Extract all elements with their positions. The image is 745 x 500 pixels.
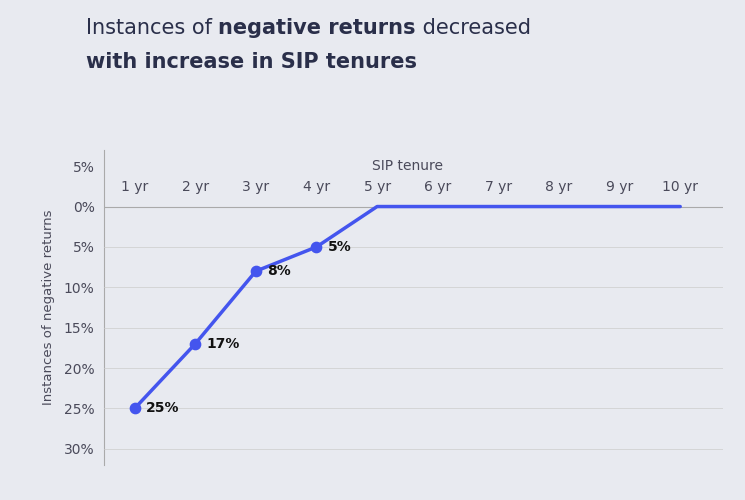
Point — [250, 267, 261, 275]
Text: 10 yr: 10 yr — [662, 180, 698, 194]
Text: 5 yr: 5 yr — [364, 180, 390, 194]
Text: 9 yr: 9 yr — [606, 180, 633, 194]
Text: 4 yr: 4 yr — [303, 180, 330, 194]
Text: 25%: 25% — [145, 402, 179, 415]
Point — [129, 404, 141, 412]
Y-axis label: Instances of negative returns: Instances of negative returns — [42, 210, 55, 405]
Point — [189, 340, 201, 348]
Text: with increase in SIP tenures: with increase in SIP tenures — [86, 52, 416, 72]
Text: 6 yr: 6 yr — [424, 180, 451, 194]
Text: negative returns: negative returns — [218, 18, 416, 38]
Text: 7 yr: 7 yr — [485, 180, 512, 194]
Text: 8 yr: 8 yr — [545, 180, 573, 194]
Text: 17%: 17% — [206, 337, 240, 351]
Text: SIP tenure: SIP tenure — [372, 158, 443, 172]
Point — [311, 243, 323, 251]
Text: 3 yr: 3 yr — [242, 180, 270, 194]
Text: Instances of: Instances of — [86, 18, 218, 38]
Text: 1 yr: 1 yr — [121, 180, 148, 194]
Text: 5%: 5% — [327, 240, 351, 254]
Text: 8%: 8% — [267, 264, 291, 278]
Text: 2 yr: 2 yr — [182, 180, 209, 194]
Text: decreased: decreased — [416, 18, 530, 38]
